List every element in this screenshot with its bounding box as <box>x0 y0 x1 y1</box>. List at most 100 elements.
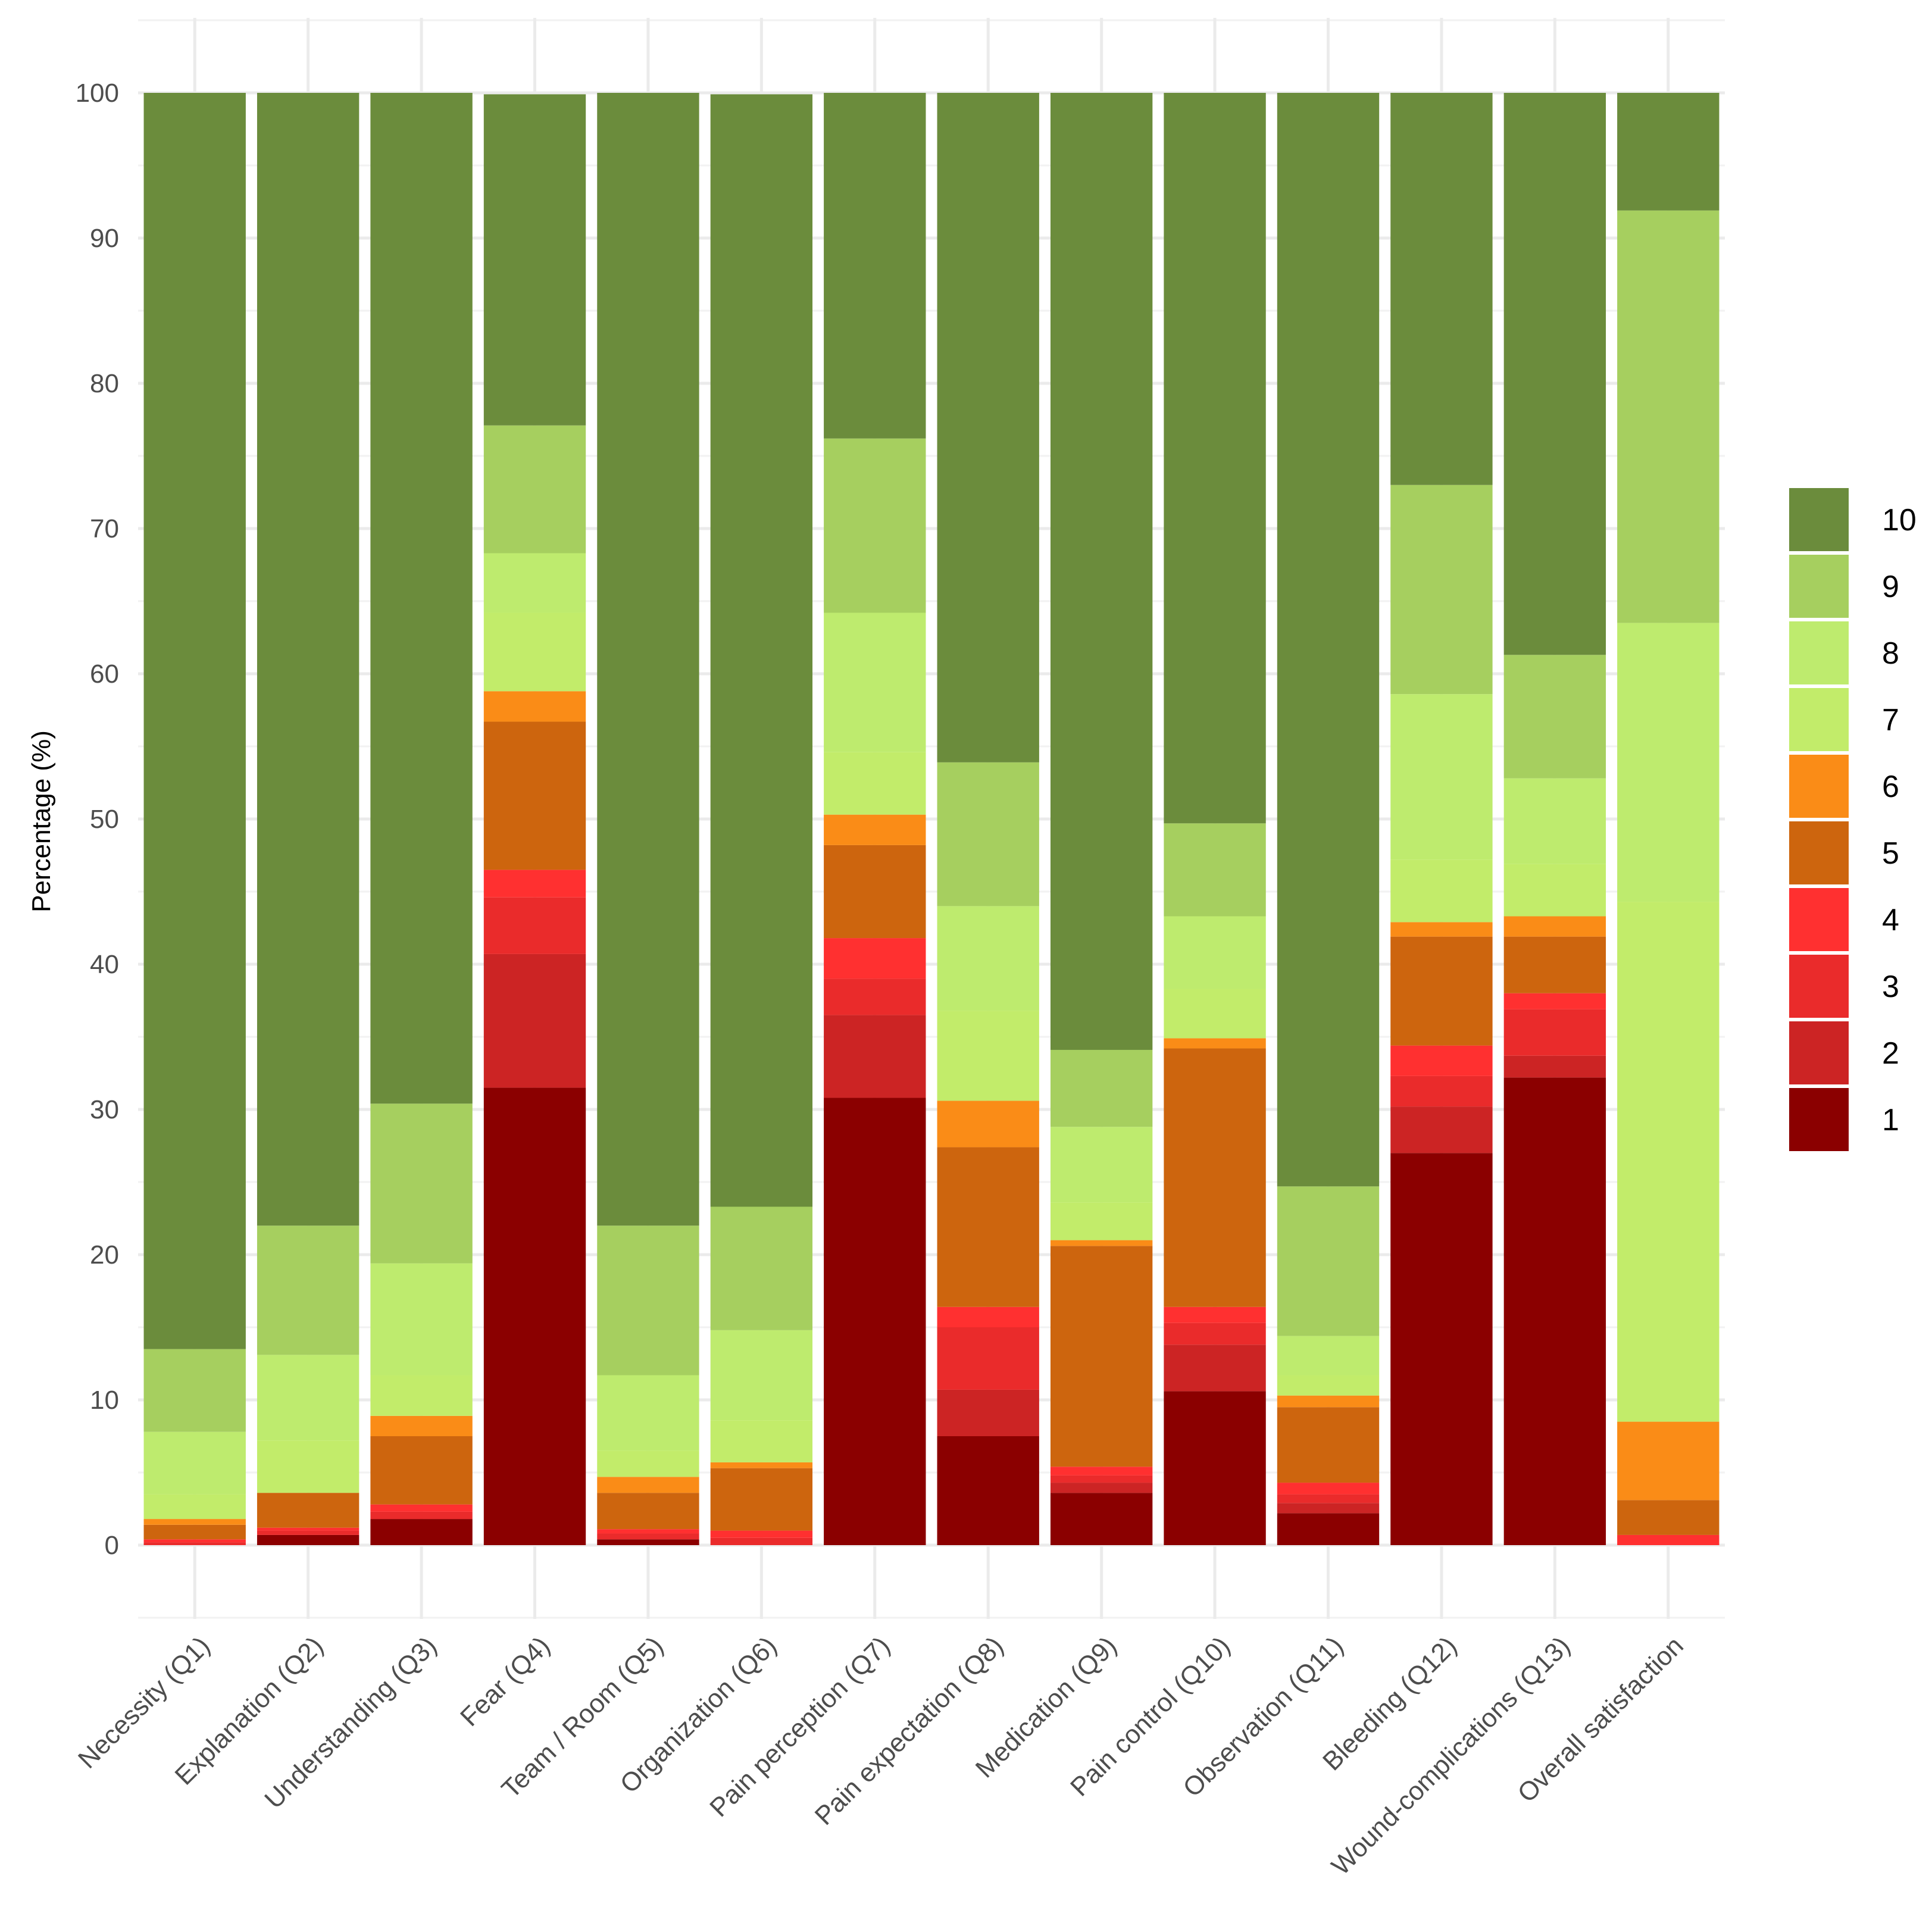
bar-segment <box>1390 859 1493 923</box>
bar-segment <box>257 1534 359 1545</box>
y-tick-label: 60 <box>90 659 119 689</box>
legend-item: 4 <box>1789 888 1899 951</box>
bar-segment <box>483 1087 586 1545</box>
bar-segment <box>1617 1421 1720 1500</box>
bar-segment <box>143 1349 246 1432</box>
legend-item: 10 <box>1789 488 1917 551</box>
bar-segment <box>257 1440 359 1493</box>
bar-segment <box>1277 1395 1380 1408</box>
legend-item: 1 <box>1789 1088 1899 1151</box>
bar-segment <box>370 1103 473 1264</box>
bar-segment <box>1617 210 1720 623</box>
bar-segment <box>597 1477 699 1493</box>
bar-segment <box>1050 1246 1153 1467</box>
legend-item: 6 <box>1789 755 1899 818</box>
bar-segment <box>824 93 926 439</box>
bar-segment <box>1050 93 1153 1050</box>
bar-stack <box>143 93 246 1545</box>
bar-segment <box>597 1533 699 1540</box>
bar-segment <box>824 845 926 939</box>
bar-segment <box>1164 1048 1266 1307</box>
bar-stack <box>1390 93 1493 1545</box>
bar-segment <box>710 1330 813 1421</box>
bar-segment <box>1050 1467 1153 1475</box>
y-tick-label: 80 <box>90 369 119 398</box>
legend-key <box>1789 1088 1849 1151</box>
bar-segment <box>1390 1045 1493 1076</box>
legend-key <box>1789 755 1849 818</box>
bar-segment <box>1277 1494 1380 1503</box>
legend-label: 7 <box>1882 703 1899 737</box>
bar-segment <box>1164 916 1266 989</box>
bar-segment <box>143 1431 246 1495</box>
bar-segment <box>1617 93 1720 211</box>
legend-label: 8 <box>1882 636 1899 671</box>
bar-stack <box>937 93 1039 1545</box>
bar-segment <box>1617 623 1720 902</box>
bar-segment <box>824 978 926 1015</box>
bar-segment <box>1503 993 1606 1009</box>
bar-segment <box>937 1101 1039 1148</box>
bar-segment <box>1277 93 1380 1187</box>
bar-segment <box>257 1527 359 1531</box>
y-tick-label: 70 <box>90 514 119 543</box>
bar-segment <box>937 906 1039 1011</box>
legend-label: 4 <box>1882 903 1899 937</box>
bar-segment <box>143 93 246 1349</box>
bar-segment <box>1164 93 1266 824</box>
bar-segment <box>937 1389 1039 1436</box>
bar-segment <box>1164 1038 1266 1049</box>
bar-segment <box>1164 1323 1266 1345</box>
bars <box>143 93 1720 1545</box>
bar-segment <box>597 1450 699 1477</box>
bar-segment <box>1050 1127 1153 1203</box>
y-tick-label: 20 <box>90 1240 119 1270</box>
bar-segment <box>597 1375 699 1451</box>
bar-segment <box>1503 864 1606 917</box>
bar-segment <box>257 93 359 1226</box>
legend: 10 9 8 7 6 5 4 3 2 1 <box>1789 488 1917 1151</box>
bar-segment <box>937 1147 1039 1307</box>
bar-segment <box>597 1493 699 1530</box>
legend-label: 10 <box>1882 503 1917 537</box>
bar-segment <box>370 1436 473 1505</box>
bar-segment <box>1050 1493 1153 1545</box>
y-tick-label: 10 <box>90 1386 119 1415</box>
bar-segment <box>1503 1077 1606 1545</box>
bar-segment <box>370 93 473 1104</box>
y-tick-label: 40 <box>90 950 119 979</box>
bar-segment <box>1390 922 1493 937</box>
y-tick-label: 50 <box>90 805 119 834</box>
legend-label: 9 <box>1882 570 1899 604</box>
bar-segment <box>710 94 813 1207</box>
bar-segment <box>143 1524 246 1540</box>
bar-segment <box>710 1420 813 1462</box>
bar-segment <box>937 1436 1039 1545</box>
bar-segment <box>1277 1407 1380 1483</box>
legend-label: 5 <box>1882 836 1899 871</box>
legend-label: 1 <box>1882 1103 1899 1137</box>
bar-segment <box>1390 1076 1493 1107</box>
bar-segment <box>143 1494 246 1520</box>
legend-key <box>1789 821 1849 884</box>
bar-segment <box>824 938 926 979</box>
y-tick-label: 100 <box>76 79 119 108</box>
bar-segment <box>1617 1500 1720 1535</box>
bar-segment <box>370 1415 473 1436</box>
bar-segment <box>1277 1503 1380 1514</box>
bar-stack <box>1277 93 1380 1545</box>
legend-key <box>1789 1021 1849 1084</box>
bar-segment <box>1050 1049 1153 1127</box>
legend-label: 6 <box>1882 770 1899 804</box>
bar-segment <box>370 1511 473 1520</box>
bar-stack <box>1617 93 1720 1545</box>
bar-segment <box>143 1539 246 1543</box>
bar-segment <box>937 1011 1039 1101</box>
legend-key <box>1789 621 1849 684</box>
bar-segment <box>710 1206 813 1330</box>
bar-segment <box>937 762 1039 906</box>
legend-item: 8 <box>1789 621 1899 684</box>
bar-segment <box>710 1462 813 1468</box>
bar-segment <box>257 1355 359 1441</box>
bar-segment <box>483 897 586 954</box>
